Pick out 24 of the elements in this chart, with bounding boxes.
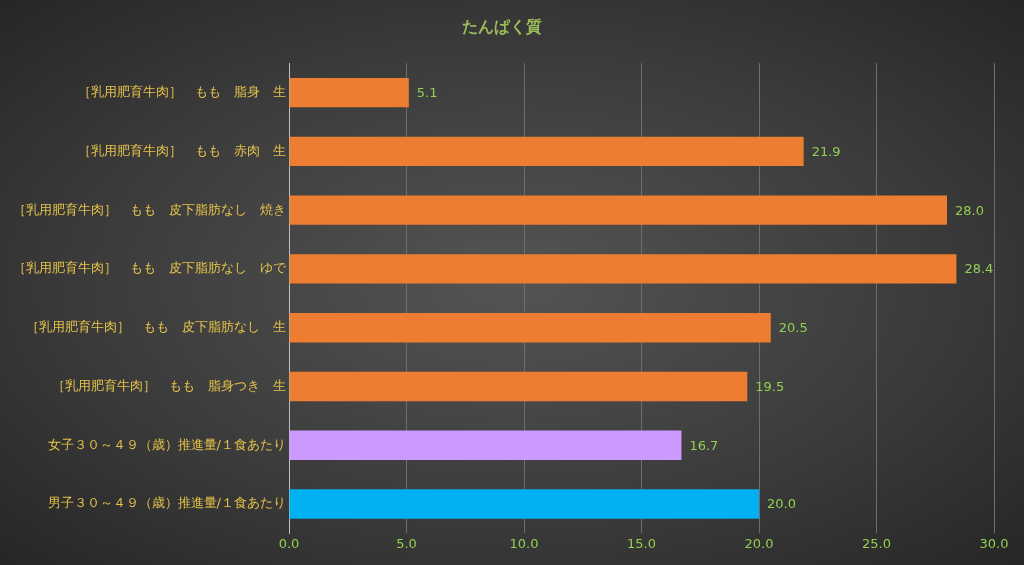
x-tick-label: 5.0 [396,535,417,551]
data-label: 20.0 [767,496,796,512]
y-tick-label: ［乳用肥育牛肉］ もも 皮下脂肪なし ゆで [13,260,287,276]
data-label: 5.1 [416,84,438,100]
chart-title: たんぱく質 [462,16,542,36]
x-tick-label: 25.0 [862,535,891,551]
x-tick-label: 10.0 [509,535,539,551]
y-tick-label: ［乳用肥育牛肉］ もも 皮下脂肪なし 生 [26,319,286,335]
data-label: 28.0 [955,202,984,218]
x-tick-label: 20.0 [744,535,774,551]
y-tick-label: ［乳用肥育牛肉］ もも 赤肉 生 [78,142,286,158]
y-tick-label: ［乳用肥育牛肉］ もも 脂身つき 生 [52,377,286,393]
y-tick-label: 女子３０～４９（歳）推進量/１食あたり [47,436,286,452]
x-tick-label: 30.0 [979,535,1009,551]
data-label: 20.5 [778,320,808,336]
y-tick-label: 男子３０～４９（歳）推進量/１食あたり [47,495,286,511]
y-tick-label: ［乳用肥育牛肉］ もも 脂身 生 [78,83,286,99]
data-label: 21.9 [811,143,841,159]
data-label: 19.5 [755,378,785,394]
x-tick-label: 15.0 [627,535,656,551]
x-tick-label: 0.0 [278,535,300,551]
data-label: 16.7 [689,437,719,453]
y-tick-label: ［乳用肥育牛肉］ もも 皮下脂肪なし 焼き [13,201,286,217]
data-label: 28.4 [964,261,994,277]
